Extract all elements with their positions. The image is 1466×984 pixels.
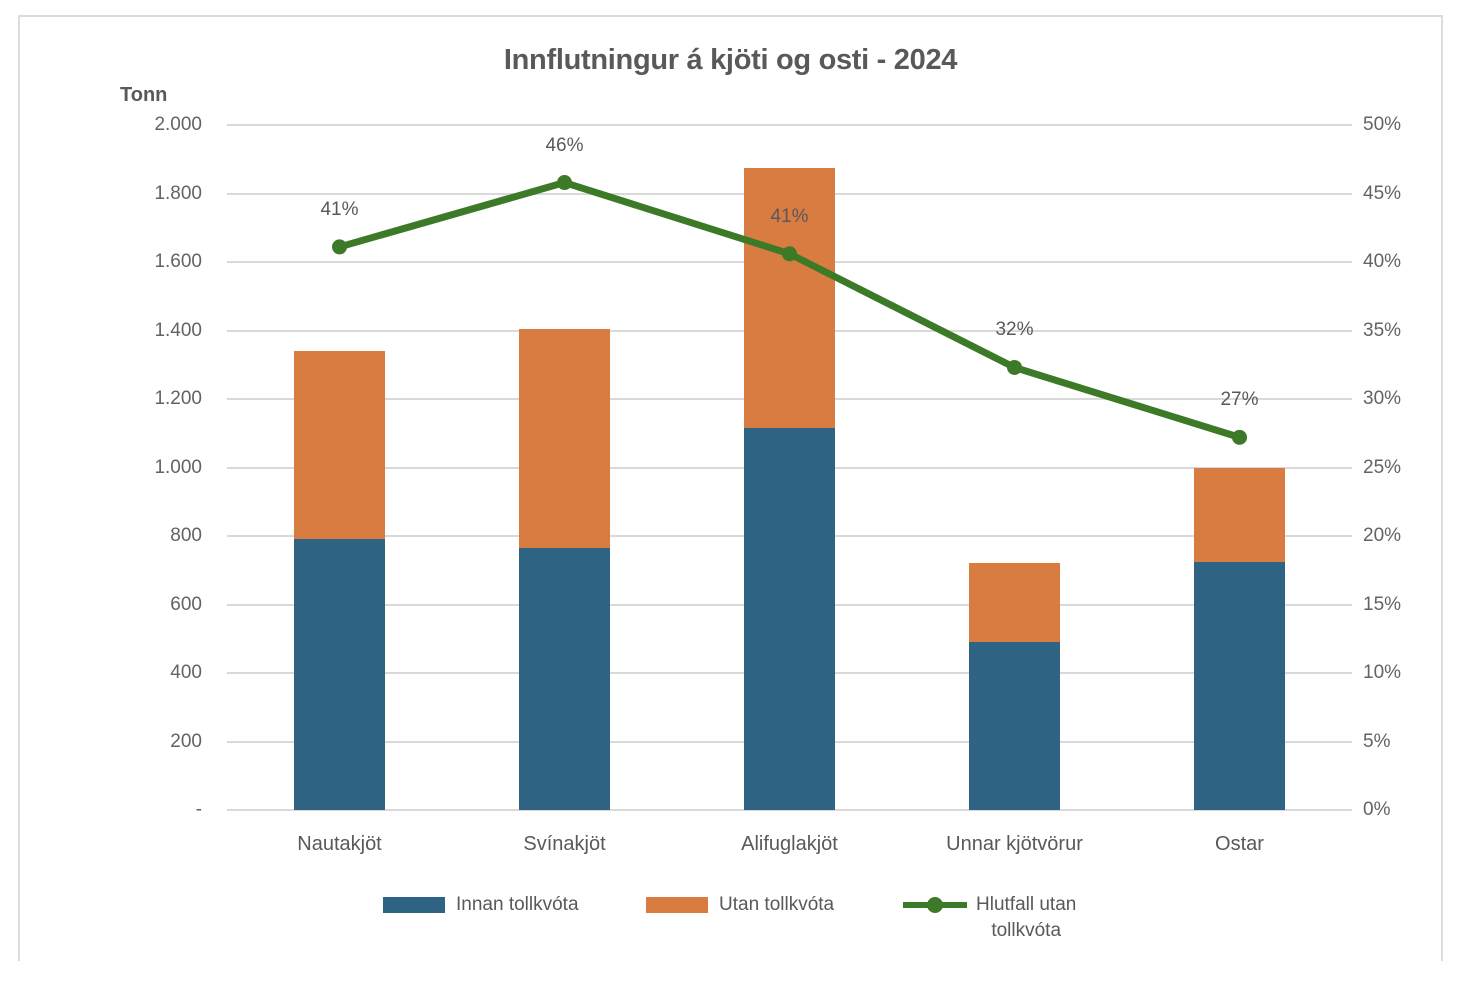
left-axis-tick: 1.400 (154, 319, 202, 341)
gridline (227, 124, 1352, 126)
chart-title: Innflutningur á kjöti og osti - 2024 (503, 44, 958, 76)
legend-label: Utan tollkvóta (719, 894, 835, 915)
right-axis-tick: 30% (1363, 388, 1402, 409)
gridline (227, 809, 1352, 811)
legend-item-hlutfall: Hlutfall utan tollkvóta (903, 892, 1076, 944)
category-label: Unnar kjötvörur (946, 833, 1083, 855)
left-axis-tick: 1.600 (154, 251, 202, 272)
innan-tollkvota-swatch (383, 897, 445, 913)
utan-tollkvota-swatch (646, 897, 708, 913)
left-axis-title: Tonn (120, 84, 168, 106)
legend-label: Innan tollkvóta (456, 894, 579, 915)
right-axis-tick: 5% (1363, 730, 1391, 752)
line-data-label: 32% (995, 319, 1034, 341)
bar-segment-innan-tollkvota (969, 642, 1060, 810)
right-axis-tick: 15% (1363, 593, 1402, 615)
left-axis-tick: 800 (170, 525, 202, 546)
left-axis-tick: - (195, 799, 202, 820)
bar-segment-utan-tollkvota (519, 328, 610, 548)
left-axis-tick: 1.800 (154, 182, 202, 204)
right-axis-tick: 25% (1363, 456, 1402, 478)
bar-segment-utan-tollkvota (969, 563, 1060, 643)
bar-segment-innan-tollkvota (519, 547, 610, 810)
right-axis-tick: 45% (1363, 182, 1402, 204)
right-axis-tick: 10% (1363, 662, 1402, 683)
bar-segment-innan-tollkvota (1194, 561, 1285, 810)
right-axis-tick: 50% (1363, 114, 1402, 135)
bar-segment-utan-tollkvota (1194, 467, 1285, 562)
legend-label: Hlutfall utan tollkvóta (976, 894, 1077, 941)
left-axis-tick: 2.000 (154, 114, 202, 135)
hlutfall-line-swatch (903, 892, 967, 918)
right-axis-tick: 35% (1363, 319, 1402, 341)
category-label: Nautakjöt (297, 833, 382, 855)
legend-item-utan-tollkvota: Utan tollkvóta (646, 892, 834, 918)
line-marker (1232, 429, 1247, 445)
left-axis-tick: 1.000 (154, 456, 202, 478)
line-data-label: 41% (320, 198, 359, 220)
legend: Innan tollkvóta Utan tollkvóta Hlutfall … (18, 890, 1443, 950)
legend-item-innan-tollkvota: Innan tollkvóta (383, 892, 579, 918)
bar-segment-innan-tollkvota (744, 428, 835, 810)
category-label: Svínakjöt (523, 833, 606, 855)
line-marker (1007, 359, 1022, 375)
left-axis-tick: 400 (170, 662, 202, 683)
left-axis-tick: 600 (170, 593, 202, 615)
line-data-label: 41% (770, 205, 809, 227)
line-data-label: 27% (1220, 389, 1259, 411)
right-axis-tick: 0% (1363, 799, 1391, 820)
bar-segment-innan-tollkvota (294, 539, 385, 810)
right-axis-tick: 20% (1363, 525, 1402, 546)
right-axis-tick: 40% (1363, 251, 1402, 272)
category-label: Alifuglakjöt (741, 833, 838, 855)
line-marker (332, 239, 347, 255)
left-axis-tick: 1.200 (154, 388, 202, 409)
bar-segment-utan-tollkvota (294, 351, 385, 540)
line-data-label: 46% (545, 134, 584, 156)
left-axis-tick: 200 (170, 730, 202, 752)
line-marker (557, 175, 572, 191)
category-label: Ostar (1215, 833, 1264, 855)
